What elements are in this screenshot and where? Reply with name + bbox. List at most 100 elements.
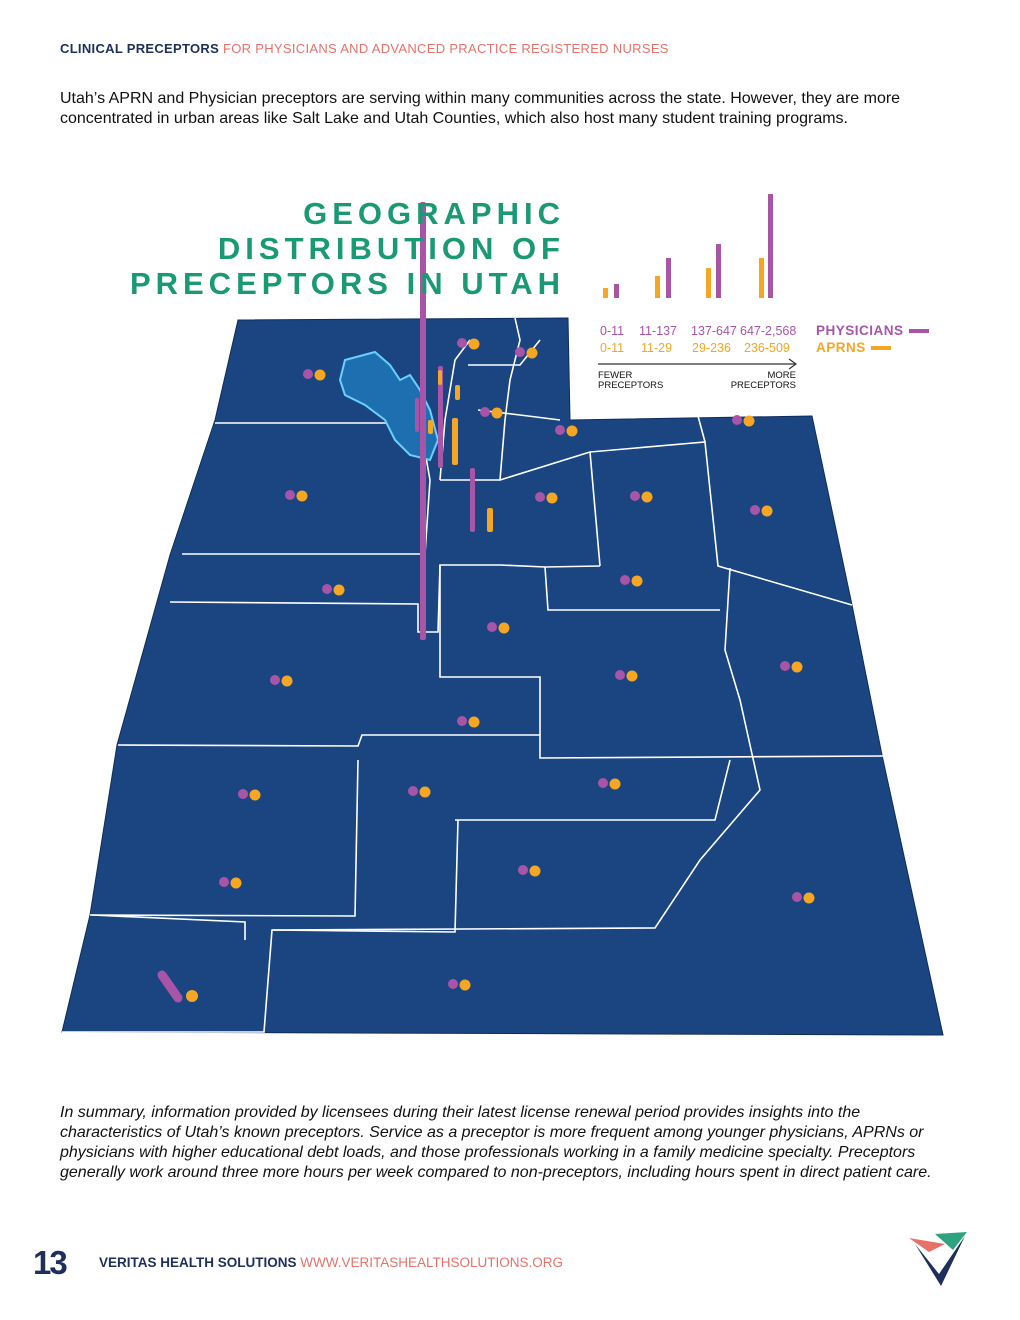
physician-bar [415, 398, 419, 432]
great-salt-lake [338, 350, 440, 462]
map-title: GEOGRAPHIC DISTRIBUTION OF PRECEPTORS IN… [100, 196, 565, 301]
legend-aprn-bar [759, 258, 764, 298]
arrow-head-icon [788, 358, 798, 370]
physician-range: 11-137 [639, 324, 677, 338]
aprn-marker [526, 347, 538, 359]
legend-label: PHYSICIANS [816, 323, 904, 338]
legend-physician-bar [666, 258, 671, 298]
physician-marker [732, 415, 742, 425]
aprn-marker [791, 661, 803, 673]
physician-marker [487, 622, 497, 632]
aprn-marker [546, 492, 558, 504]
aprn-range: 236-509 [744, 341, 790, 355]
aprn-marker [566, 425, 578, 437]
aprn-marker [626, 670, 638, 682]
aprn-marker [459, 979, 471, 991]
physician-bar [470, 468, 475, 532]
aprn-range: 0-11 [600, 341, 625, 355]
physician-bar [420, 202, 426, 640]
running-header: CLINICAL PRECEPTORS FOR PHYSICIANS AND A… [60, 41, 669, 56]
aprn-bar [455, 385, 460, 400]
aprn-marker [281, 675, 293, 687]
utah-preceptor-map [61, 194, 944, 1036]
aprn-marker [314, 369, 326, 381]
aprns-legend: APRNS [816, 340, 891, 355]
physician-marker [238, 789, 248, 799]
aprn-marker [641, 491, 653, 503]
title-line: DISTRIBUTION OF [217, 231, 565, 266]
physician-marker [457, 716, 467, 726]
aprn-marker [468, 338, 480, 350]
physician-marker [615, 670, 625, 680]
aprn-marker [230, 877, 242, 889]
physicians-legend: PHYSICIANS [816, 323, 929, 338]
page-number: 13 [33, 1244, 68, 1281]
aprn-marker [743, 415, 755, 427]
summary-paragraph: In summary, information provided by lice… [60, 1104, 932, 1181]
physician-marker [457, 338, 467, 348]
physician-marker [480, 407, 490, 417]
legend-aprn-bar [655, 276, 660, 298]
footer-org: VERITAS HEALTH SOLUTIONS [99, 1255, 297, 1270]
physician-marker [792, 892, 802, 902]
physician-range: 0-11 [600, 324, 625, 338]
legend-aprn-bar [706, 268, 711, 298]
legend-aprn-bar [603, 288, 608, 298]
physician-marker [515, 347, 525, 357]
aprn-bar [438, 370, 442, 385]
physician-marker [518, 865, 528, 875]
physician-marker [448, 979, 458, 989]
aprn-marker [529, 865, 541, 877]
aprn-marker [609, 778, 621, 790]
physicians-swatch [908, 329, 929, 334]
veritas-logo [909, 1232, 967, 1286]
aprn-marker [333, 584, 345, 596]
physician-range: 647-2,568 [740, 324, 797, 338]
physician-marker [630, 491, 640, 501]
physician-marker [780, 661, 790, 671]
legend-bars [603, 194, 773, 298]
physician-range: 137-647 [691, 324, 737, 338]
legend-physician-bar [768, 194, 773, 298]
aprn-marker [296, 490, 308, 502]
county-borders [62, 317, 886, 1033]
footer-url[interactable]: WWW.VERITASHEALTHSOLUTIONS.ORG [300, 1255, 564, 1270]
aprn-marker [631, 575, 643, 587]
footer: VERITAS HEALTH SOLUTIONS WWW.VERITASHEAL… [99, 1255, 563, 1270]
physician-marker [620, 575, 630, 585]
aprn-marker [186, 990, 198, 1002]
aprn-marker [249, 789, 261, 801]
aprns-swatch [870, 346, 891, 351]
physician-marker [750, 505, 760, 515]
physician-bar [157, 970, 183, 1003]
physician-marker [322, 584, 332, 594]
aprn-bar [452, 418, 458, 465]
physician-bar [438, 366, 443, 468]
legend-physician-bar [716, 244, 721, 298]
county-markers [219, 338, 815, 991]
urban-bars [157, 202, 493, 1003]
legend-physician-bar [614, 284, 619, 298]
legend-label: APRNS [816, 340, 866, 355]
title-line: GEOGRAPHIC [303, 196, 565, 231]
physician-marker [598, 778, 608, 788]
aprn-bar [428, 420, 433, 434]
aprn-marker [491, 407, 503, 419]
physician-marker [408, 786, 418, 796]
aprn-bar [487, 508, 493, 532]
physician-marker [555, 425, 565, 435]
aprn-marker [761, 505, 773, 517]
physician-marker [285, 490, 295, 500]
physician-marker [219, 877, 229, 887]
aprn-range: 29-236 [692, 341, 731, 355]
more-label: MORE PRECEPTORS [730, 370, 796, 391]
section-title: CLINICAL PRECEPTORS [60, 41, 220, 56]
intro-paragraph: Utah’s APRN and Physician preceptors are… [60, 90, 901, 127]
physician-marker [270, 675, 280, 685]
physician-marker [535, 492, 545, 502]
title-line: PRECEPTORS IN UTAH [129, 266, 565, 301]
aprn-marker [468, 716, 480, 728]
aprn-marker [419, 786, 431, 798]
section-subtitle: FOR PHYSICIANS AND ADVANCED PRACTICE REG… [223, 41, 669, 56]
